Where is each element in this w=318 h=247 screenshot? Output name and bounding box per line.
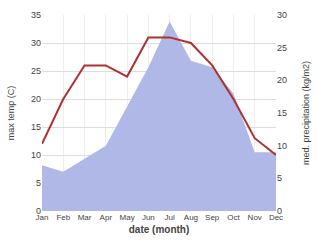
- svg-text:Jun: Jun: [142, 213, 155, 222]
- svg-text:max temp (C): max temp (C): [6, 86, 16, 141]
- svg-text:Oct: Oct: [227, 213, 240, 222]
- svg-text:0: 0: [36, 206, 41, 216]
- svg-text:25: 25: [277, 43, 287, 53]
- svg-text:Jan: Jan: [36, 213, 49, 222]
- svg-text:30: 30: [31, 38, 41, 48]
- svg-text:25: 25: [31, 66, 41, 76]
- svg-text:20: 20: [31, 94, 41, 104]
- svg-text:30: 30: [277, 10, 287, 20]
- svg-text:20: 20: [277, 75, 287, 85]
- svg-text:15: 15: [31, 122, 41, 132]
- svg-text:5: 5: [36, 178, 41, 188]
- svg-text:10: 10: [31, 150, 41, 160]
- svg-text:35: 35: [31, 10, 41, 20]
- svg-text:5: 5: [277, 173, 282, 183]
- svg-text:Feb: Feb: [56, 213, 70, 222]
- svg-text:date (month): date (month): [129, 224, 190, 235]
- svg-text:Aug: Aug: [184, 213, 198, 222]
- svg-text:May: May: [120, 213, 135, 222]
- svg-text:0: 0: [277, 206, 282, 216]
- svg-text:10: 10: [277, 141, 287, 151]
- svg-text:Nov: Nov: [248, 213, 262, 222]
- svg-text:Dec: Dec: [269, 213, 283, 222]
- svg-text:Sep: Sep: [205, 213, 220, 222]
- svg-text:Apr: Apr: [100, 213, 113, 222]
- svg-text:med. precipitation (kg/m2): med. precipitation (kg/m2): [301, 61, 311, 165]
- svg-text:15: 15: [277, 108, 287, 118]
- svg-text:Mar: Mar: [78, 213, 92, 222]
- svg-text:Jul: Jul: [165, 213, 175, 222]
